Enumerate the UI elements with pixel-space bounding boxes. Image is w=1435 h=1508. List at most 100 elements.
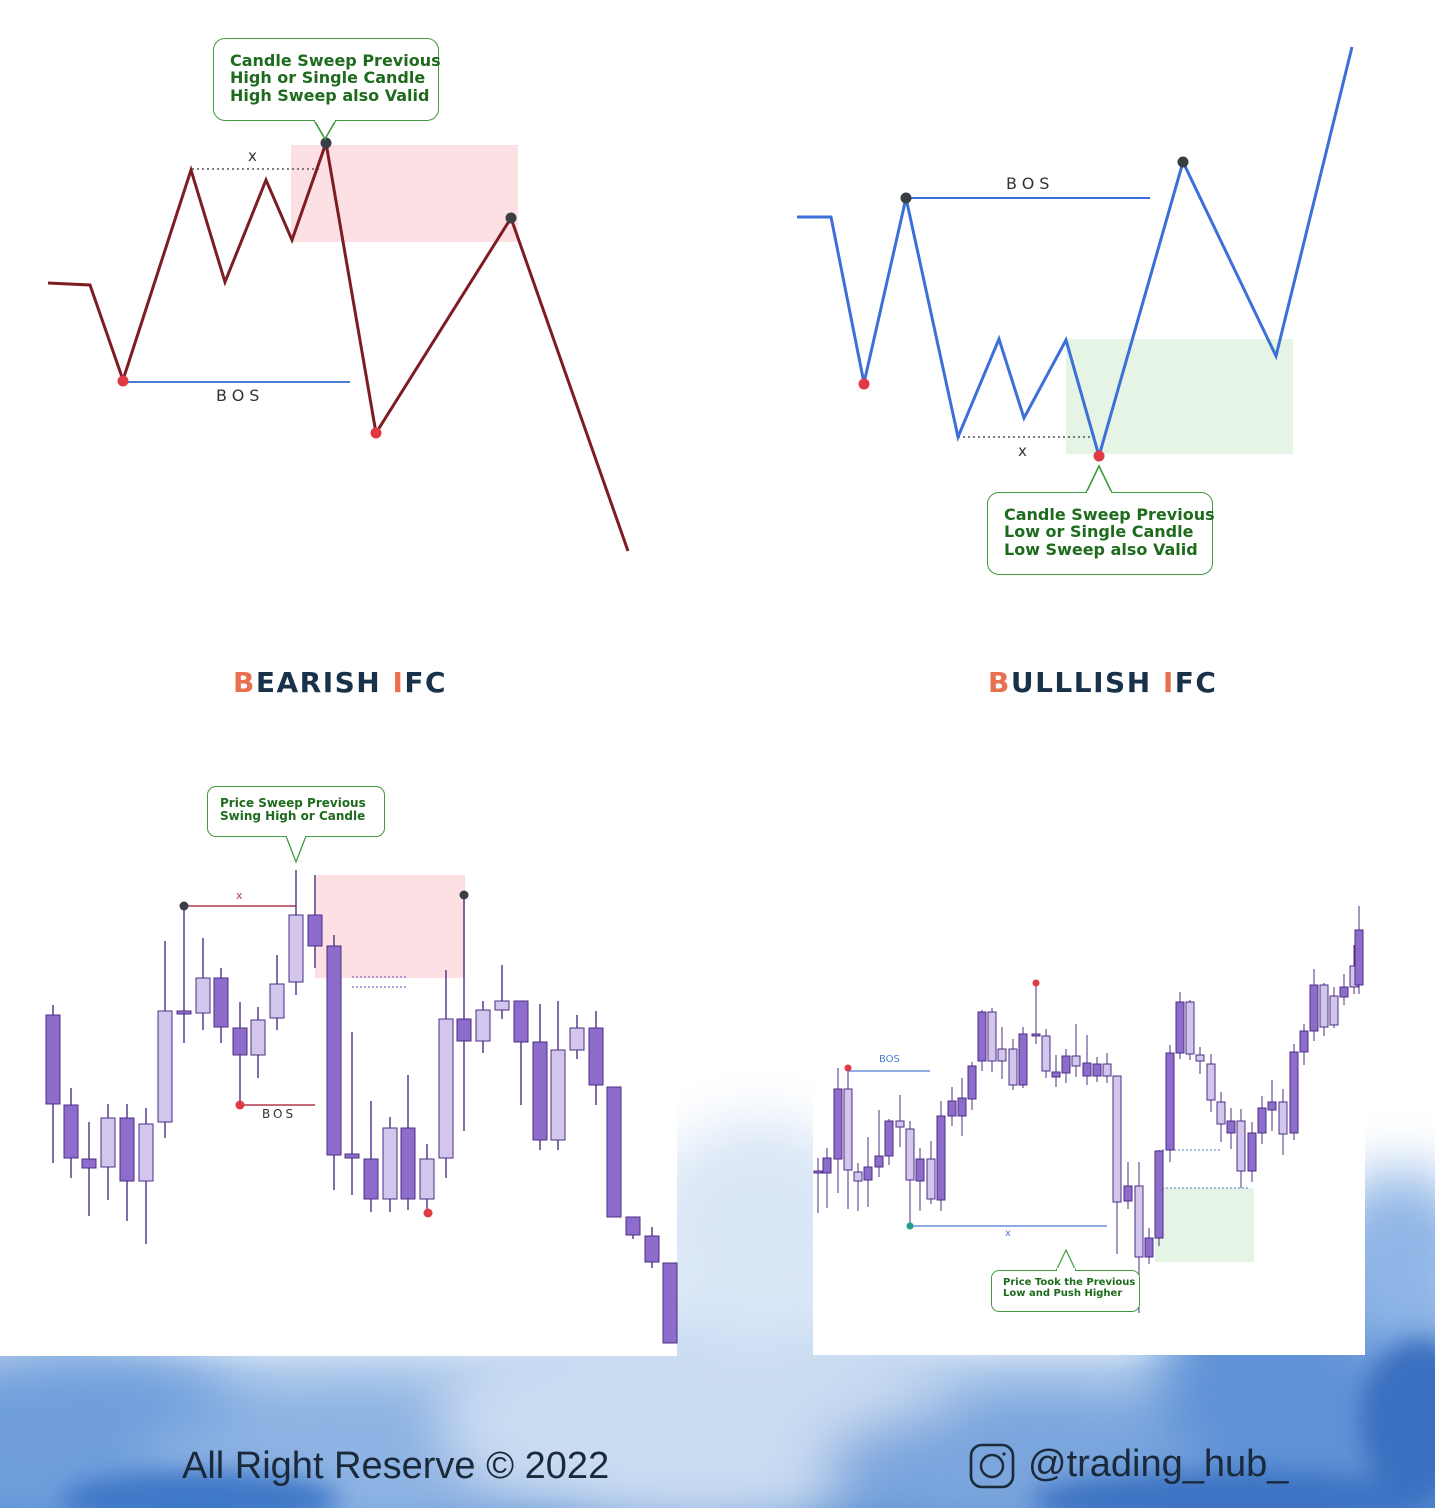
bullish-candle-body: [1319, 984, 1329, 1028]
bullish-candle-body: [1216, 1101, 1226, 1125]
bearish-title-part-1: EARISH: [255, 666, 393, 699]
bullish-candle-body: [997, 1048, 1007, 1062]
bullish-candle-body: [863, 1166, 873, 1181]
instagram-icon[interactable]: [969, 1443, 1015, 1489]
bullish-candle-low-dot: [906, 1222, 914, 1230]
bullish-callout-line-2: Low or Single Candle: [1004, 522, 1194, 542]
bullish-candle-body: [1354, 929, 1364, 986]
bearish-retest-dot: [505, 212, 517, 224]
bullish-candle-body: [1299, 1030, 1309, 1053]
bearish-candle-body: [588, 1027, 604, 1086]
bullish-candle-body: [874, 1155, 884, 1168]
bearish-candle-body: [513, 1000, 529, 1043]
bearish-candle-bos-dot: [235, 1100, 245, 1110]
bullish-candle-body: [1102, 1063, 1112, 1077]
bullish-candle-body: [1329, 995, 1339, 1026]
bullish-title-accent-i: I: [1162, 666, 1175, 699]
bullish-candle-body: [1247, 1132, 1257, 1172]
bearish-candle-body: [119, 1117, 135, 1182]
bullish-ifc-title: BULLLISH IFC: [988, 666, 1217, 699]
bearish-lower-low-dot: [370, 427, 382, 439]
bullish-callout: Candle Sweep Previous Low or Single Cand…: [987, 492, 1215, 575]
bearish-candle-body: [625, 1216, 641, 1236]
bearish-candle-callout-tail-cover: [0, 0, 1435, 900]
bullish-candle-callout-line-1: Price Took the Previous: [1003, 1277, 1136, 1288]
bearish-callout: Candle Sweep Previous High or Single Can…: [213, 38, 441, 121]
bearish-title-part-2: FC: [404, 666, 448, 699]
bearish-candle-body: [269, 983, 285, 1019]
bearish-candle-body: [326, 945, 342, 1156]
bullish-candle-body: [1071, 1055, 1081, 1067]
bullish-candle-body: [905, 1128, 915, 1181]
bullish-candle-body: [1185, 1001, 1195, 1055]
bullish-candle-body: [947, 1100, 957, 1117]
bullish-candle-body: [1267, 1101, 1277, 1111]
bearish-candles: [45, 870, 678, 1344]
bearish-ifc-diagram: [47, 137, 630, 552]
bullish-candle-body: [1061, 1055, 1071, 1074]
bearish-candle-body: [382, 1127, 398, 1200]
bullish-title-part-1: ULLLISH: [1010, 666, 1163, 699]
bullish-sweep-low-dot: [1093, 450, 1105, 462]
bullish-candle-body: [1123, 1185, 1133, 1202]
bullish-candle-body: [1226, 1120, 1236, 1134]
bullish-candle-body: [1018, 1033, 1028, 1086]
bullish-callout-line-1: Candle Sweep Previous: [1004, 505, 1215, 524]
bullish-candle-body: [1339, 986, 1349, 998]
bearish-candle-chart: [45, 870, 678, 1344]
bullish-candle-high-dot: [1032, 979, 1040, 987]
bullish-ifc-diagram: [797, 46, 1354, 462]
bearish-candle-body: [81, 1158, 97, 1169]
bullish-candle-chart: [813, 906, 1364, 1313]
bearish-candle-body: [419, 1158, 435, 1200]
bullish-candle-bos-label: BOS: [879, 1054, 900, 1065]
bullish-candle-body: [1309, 984, 1319, 1032]
bearish-candle-body: [438, 1018, 454, 1159]
bullish-candle-body: [1236, 1120, 1246, 1172]
bearish-candle-body: [550, 1049, 566, 1141]
bullish-candle-body: [1008, 1048, 1018, 1086]
instagram-handle[interactable]: @trading_hub_: [1028, 1443, 1289, 1485]
bullish-candle-body: [1175, 1001, 1185, 1054]
bearish-candle-body: [45, 1014, 61, 1105]
bullish-candle-body: [1031, 1033, 1041, 1037]
bearish-candle-body: [250, 1019, 266, 1056]
bullish-higher-high-dot: [1177, 156, 1189, 168]
bullish-candle-body: [1144, 1237, 1154, 1258]
bearish-candle-body: [456, 1018, 472, 1042]
bullish-candle-body: [833, 1088, 843, 1160]
bullish-candle-callout: Price Took the Previous Low and Push Hig…: [991, 1270, 1140, 1312]
bullish-candle-body: [843, 1088, 853, 1171]
bearish-x-label: x: [248, 147, 257, 165]
bearish-candle-retest-dot: [459, 890, 469, 900]
bearish-bos-label: BOS: [216, 386, 265, 405]
bullish-title-part-2: FC: [1174, 666, 1218, 699]
bullish-candle-body: [936, 1115, 946, 1201]
bearish-title-accent-b: B: [233, 666, 256, 699]
bullish-candle-body: [1165, 1052, 1175, 1151]
bearish-candle-body: [475, 1009, 491, 1042]
bearish-candle-callout-line-1: Price Sweep Previous: [220, 796, 366, 810]
bearish-candle-body: [307, 914, 323, 947]
bullish-candle-demand-zone: [1155, 1188, 1254, 1262]
bearish-candle-body: [232, 1027, 248, 1056]
bullish-bos-label: BOS: [1006, 174, 1055, 193]
bullish-candle-body: [957, 1097, 967, 1117]
bearish-sweep-high-dot: [320, 137, 332, 149]
bearish-callout-line-2: High or Single Candle: [230, 68, 426, 88]
bullish-candle-body: [813, 1170, 823, 1174]
bullish-candle-body: [915, 1158, 925, 1182]
bullish-candle-body: [987, 1011, 997, 1062]
bullish-candle-body: [1082, 1062, 1092, 1077]
bullish-candle-body: [895, 1120, 905, 1128]
bearish-callout-line-1: Candle Sweep Previous: [230, 51, 441, 70]
bearish-low-dot: [117, 375, 129, 387]
bearish-price-path: [47, 137, 630, 552]
bullish-candle-body: [1092, 1063, 1102, 1077]
bearish-candle-high-dot: [179, 901, 189, 911]
bullish-candle-body: [1289, 1051, 1299, 1134]
bearish-candle-body: [100, 1117, 116, 1168]
bullish-candles: [813, 906, 1364, 1313]
bearish-candle-body: [138, 1123, 154, 1182]
bullish-candle-body: [1206, 1063, 1216, 1101]
